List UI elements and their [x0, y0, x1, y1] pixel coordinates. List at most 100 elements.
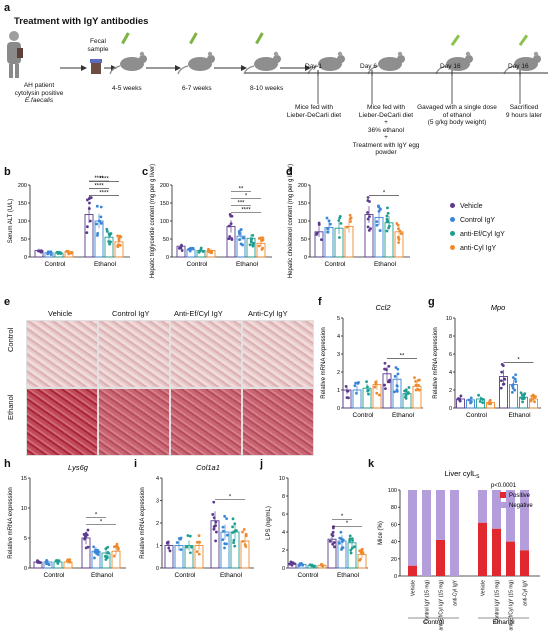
data-point — [514, 373, 518, 377]
fecal-sample-icon — [90, 59, 102, 74]
panel-k-letter: k — [368, 458, 375, 470]
x-tick-label: Ethanol — [392, 412, 415, 419]
data-point — [223, 546, 226, 550]
data-point — [403, 395, 407, 399]
data-point — [385, 220, 389, 223]
desc3-line: of ethanol — [442, 111, 472, 119]
data-point — [385, 229, 389, 233]
y-tick-label: 5 — [337, 316, 340, 322]
data-point — [467, 398, 471, 402]
patient-caption: AH patient cytolysin positive E.faecalis — [4, 82, 74, 105]
mouse-icon — [177, 51, 215, 75]
sig-stars: **** — [241, 208, 251, 214]
legend-item-vehicle: Vehicle — [450, 200, 505, 214]
data-point — [98, 219, 102, 223]
data-point — [340, 537, 343, 541]
data-point — [329, 222, 332, 226]
data-point — [57, 559, 61, 563]
panel-f-letter: f — [318, 296, 322, 308]
bar-positive — [436, 539, 445, 576]
data-point — [96, 548, 100, 552]
desc3-line: (5 g/kg body weight) — [427, 119, 487, 126]
sig-stars: * — [229, 494, 232, 500]
data-point — [397, 227, 400, 231]
data-point — [222, 529, 225, 533]
day-1: Day 1 — [305, 63, 322, 70]
data-point — [365, 380, 368, 384]
y-tick-label: 3 — [156, 499, 159, 505]
y-tick-label: 20 — [391, 557, 397, 563]
data-point — [221, 525, 225, 529]
data-point — [105, 227, 109, 231]
data-point — [331, 526, 335, 530]
data-point — [49, 250, 53, 254]
data-point — [366, 196, 370, 199]
data-point — [46, 252, 50, 256]
y-tick-label: 4 — [156, 476, 159, 482]
data-point — [530, 394, 534, 398]
data-point — [326, 230, 329, 234]
data-point — [234, 529, 238, 532]
mouse-icon — [109, 51, 147, 75]
data-point — [225, 533, 229, 537]
fecal-line-1: Fecal — [90, 38, 106, 45]
data-point — [99, 221, 103, 225]
patient-line-3: E.faecalis — [24, 97, 54, 104]
day-16-a: Day 16 — [440, 63, 461, 70]
data-point — [352, 545, 356, 549]
x-tick-label: Control — [325, 261, 347, 268]
x-tick-label: Ethanol — [94, 261, 117, 268]
data-point — [259, 236, 263, 240]
data-point — [105, 555, 109, 558]
y-tick-label: 80 — [391, 505, 397, 511]
data-point — [520, 396, 523, 400]
data-point — [404, 393, 408, 397]
legend-item-control-igy: Control IgY — [450, 214, 505, 228]
data-point — [533, 400, 536, 404]
bar-negative — [506, 490, 515, 542]
data-point — [198, 540, 201, 544]
data-point — [513, 377, 517, 381]
y-tick-label: 4 — [449, 370, 452, 376]
x-tick-label: Control — [466, 412, 488, 419]
sig-stars: * — [346, 521, 349, 527]
x-tick-label: Ethanol — [220, 572, 243, 579]
data-point — [348, 213, 352, 217]
panel-b-letter: b — [4, 166, 11, 178]
chart-b: 0 50 100 150 200 Serum ALT (U/L) Control Ethano… — [8, 176, 130, 268]
chart-title-sub: S — [476, 474, 480, 480]
y-tick-label: 50 — [163, 237, 169, 243]
data-point — [375, 223, 379, 227]
data-point — [227, 224, 231, 228]
data-point — [44, 560, 48, 564]
data-point — [248, 243, 252, 247]
data-point — [488, 399, 492, 403]
data-point — [66, 558, 70, 562]
data-point — [404, 388, 408, 392]
y-tick-label: 60 — [391, 522, 397, 528]
data-point — [239, 228, 243, 231]
data-point — [328, 539, 332, 543]
data-point — [212, 525, 216, 528]
bar-negative — [422, 490, 431, 576]
data-point — [503, 377, 506, 381]
data-point — [229, 222, 233, 226]
data-point — [179, 245, 183, 248]
histology-image — [242, 320, 314, 388]
data-point — [477, 393, 481, 397]
data-point — [338, 236, 341, 239]
legend: Vehicle Control IgY anti-Ef/Cyl IgY anti… — [450, 200, 505, 256]
y-tick-label: 0 — [304, 255, 307, 261]
y-tick-label: 200 — [18, 183, 27, 189]
data-point — [387, 226, 390, 230]
data-point — [207, 247, 210, 251]
chart-k: 0 20 40 60 80 100 Mice (%) Vehicle Control IgY (… — [378, 469, 540, 630]
data-point — [166, 542, 169, 545]
y-tick-label: 100 — [298, 219, 307, 225]
data-point — [416, 378, 420, 382]
legend-marker — [450, 217, 455, 222]
x-tick-label: Vehicle — [411, 580, 417, 596]
x-tick-label: Control — [175, 572, 197, 579]
y-tick-label: 2 — [282, 548, 285, 554]
data-point — [387, 364, 391, 368]
